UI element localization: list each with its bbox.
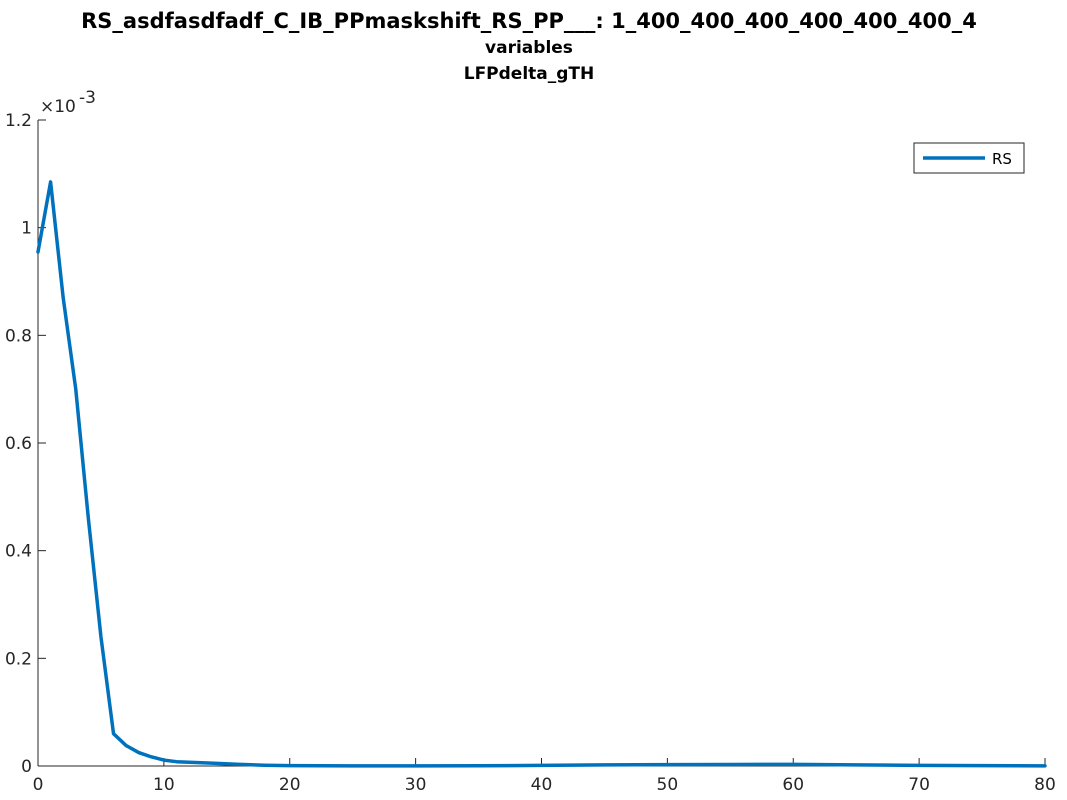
y-exponent-base: ×10 (40, 97, 76, 117)
y-tick-label: 0.4 (5, 542, 32, 562)
y-exponent-label: ×10 -3 (40, 88, 96, 117)
x-tick-label: 70 (908, 775, 930, 795)
x-tick-label: 50 (657, 775, 679, 795)
legend: RS (913, 142, 1025, 174)
x-ticks: 0 10 20 30 40 50 60 70 80 (33, 758, 1056, 795)
y-tick-label: 1 (21, 219, 32, 239)
title-line-1: RS_asdfasdfadf_C_IB_PPmaskshift_RS_PP___… (81, 9, 977, 33)
x-tick-label: 20 (279, 775, 301, 795)
legend-label-rs: RS (992, 150, 1012, 168)
x-tick-label: 40 (531, 775, 553, 795)
y-exponent-power: -3 (79, 88, 96, 108)
y-tick-label: 0.6 (5, 434, 32, 454)
title-line-2: variables (485, 38, 573, 58)
axes (37, 120, 1045, 767)
y-tick-label: 0.8 (5, 326, 32, 346)
x-tick-label: 60 (782, 775, 804, 795)
x-tick-label: 0 (33, 775, 44, 795)
y-ticks: 0 0.2 0.4 0.6 0.8 1 1.2 (5, 111, 46, 777)
x-tick-label: 10 (153, 775, 175, 795)
y-tick-label: 0.2 (5, 649, 32, 669)
y-tick-label: 0 (21, 757, 32, 777)
x-tick-label: 30 (405, 775, 427, 795)
y-tick-label: 1.2 (5, 111, 32, 131)
series-line-rs (36, 180, 1047, 768)
x-tick-label: 80 (1034, 775, 1056, 795)
title-line-3: LFPdelta_gTH (464, 64, 595, 84)
chart-title: RS_asdfasdfadf_C_IB_PPmaskshift_RS_PP___… (81, 9, 977, 84)
